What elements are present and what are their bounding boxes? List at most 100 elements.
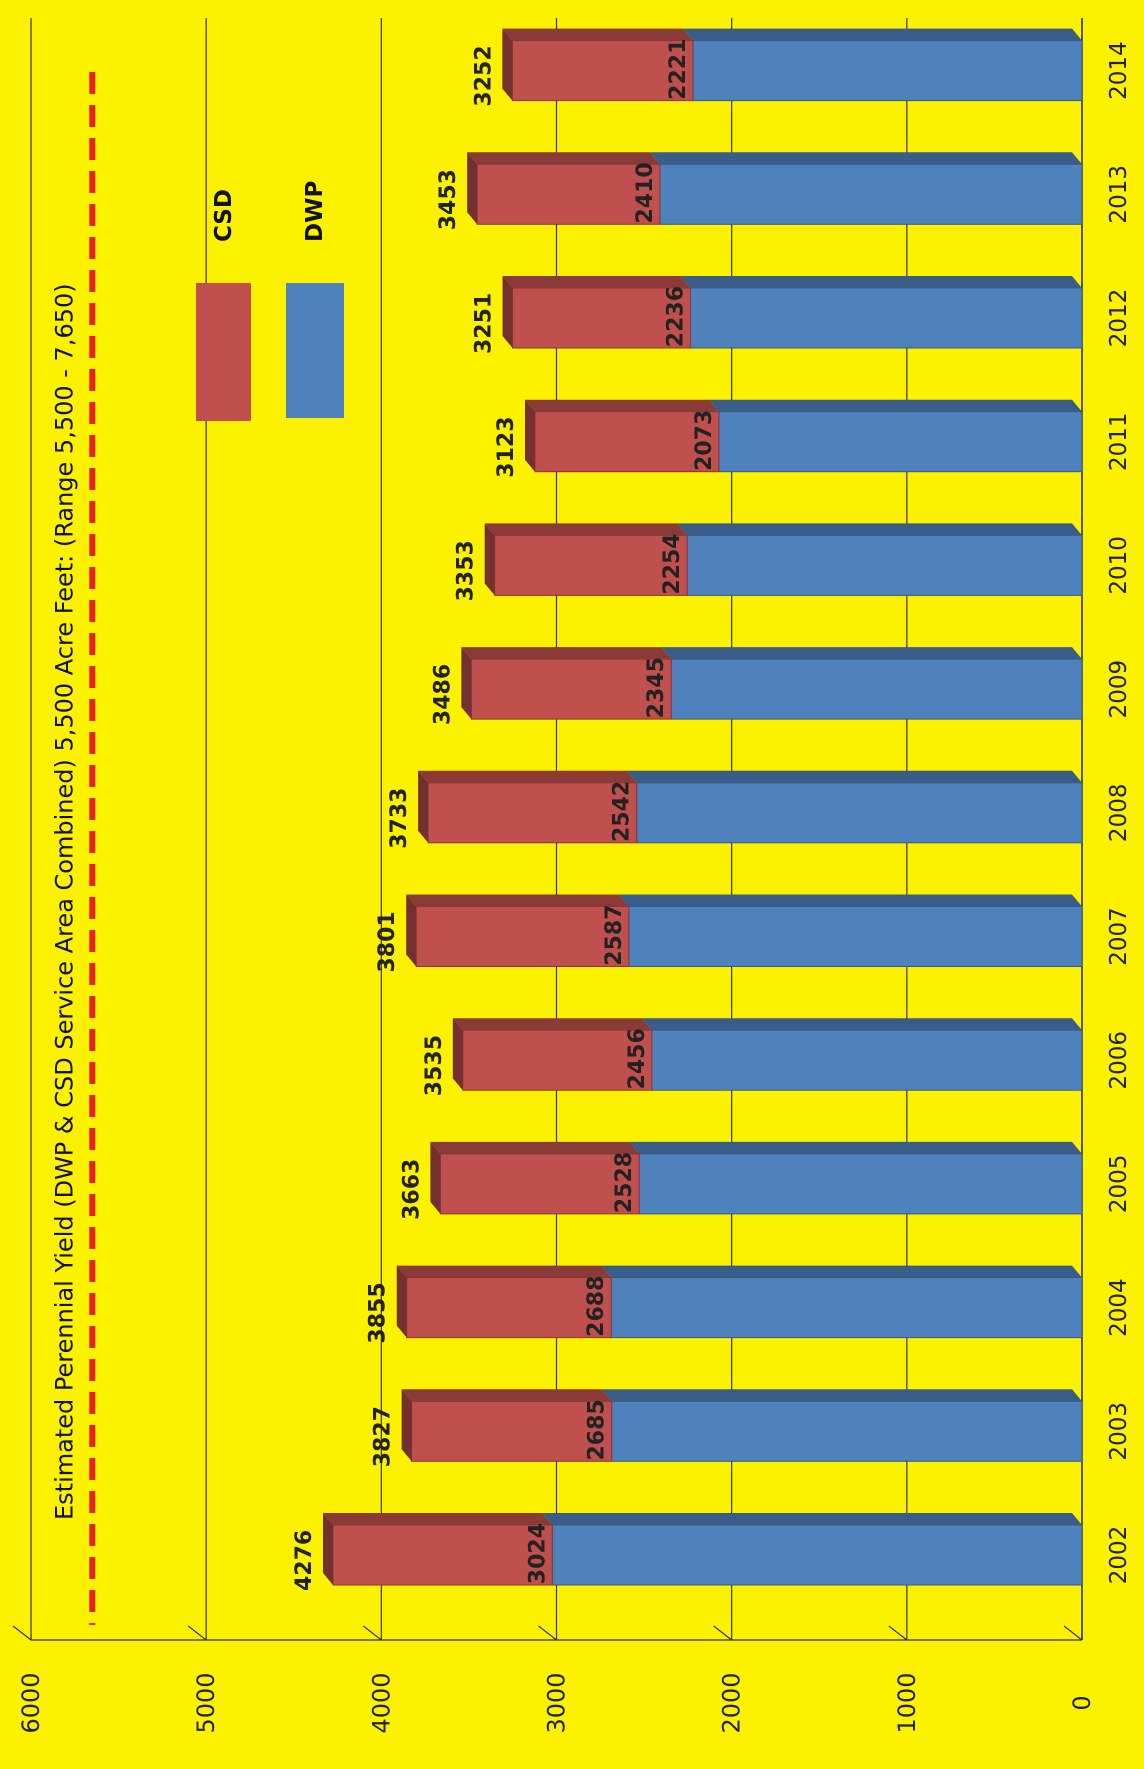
tick-label-1000: 1000 xyxy=(893,1672,921,1733)
bar-dwp-top-2005 xyxy=(629,1141,1082,1154)
bar-cap-2007 xyxy=(406,894,417,967)
tick-label-6000: 6000 xyxy=(17,1672,45,1733)
bar-dwp-top-2013 xyxy=(649,152,1082,165)
axis-ticks: 0 1000 2000 3000 4000 5000 6000 xyxy=(17,1672,1096,1733)
bar-csd-2002 xyxy=(332,1524,553,1586)
tick-label-4000: 4000 xyxy=(367,1672,395,1733)
category-label-2009: 2009 xyxy=(1106,660,1132,719)
bar-csd-2004 xyxy=(406,1277,612,1339)
gridline-depth-1000 xyxy=(888,1625,908,1641)
data-label-total-2005: 3663 xyxy=(399,1159,424,1220)
bar-dwp-2004 xyxy=(610,1277,1083,1339)
bar-csd-2003 xyxy=(411,1400,613,1462)
category-label-2003: 2003 xyxy=(1106,1402,1132,1461)
data-label-dwp-2003: 2685 xyxy=(585,1399,610,1460)
gridline-depth-6000 xyxy=(12,1625,32,1641)
bar-csd-top-2004 xyxy=(396,1265,612,1278)
bar-csd-top-2013 xyxy=(467,152,660,165)
data-label-total-2014: 3252 xyxy=(471,45,496,106)
data-label-total-2009: 3486 xyxy=(430,664,455,725)
bar-dwp-2007 xyxy=(628,906,1083,967)
bar-dwp-top-2007 xyxy=(618,894,1082,907)
bar-dwp-top-2011 xyxy=(708,399,1082,412)
bar-dwp-2014 xyxy=(692,40,1083,102)
category-label-2012: 2012 xyxy=(1106,289,1132,348)
bar-dwp-top-2010 xyxy=(677,523,1082,536)
category-label-2007: 2007 xyxy=(1106,907,1132,966)
bar-csd-top-2010 xyxy=(484,523,688,536)
bar-cap-2012 xyxy=(502,276,513,348)
bar-cap-2004 xyxy=(396,1265,407,1338)
category-label-2014: 2014 xyxy=(1106,41,1132,100)
bar-csd-top-2014 xyxy=(502,28,693,41)
category-label-2006: 2006 xyxy=(1106,1031,1132,1090)
bar-dwp-2013 xyxy=(659,163,1083,225)
bar-cap-2013 xyxy=(467,152,478,225)
data-label-total-2006: 3535 xyxy=(422,1035,447,1096)
bar-csd-2007 xyxy=(415,906,630,967)
gridline-depth-5000 xyxy=(187,1625,207,1641)
legend-label-csd: CSD xyxy=(211,189,237,242)
category-label-2002: 2002 xyxy=(1106,1526,1132,1585)
bar-cap-2010 xyxy=(484,523,495,596)
bar-dwp-2002 xyxy=(551,1524,1083,1586)
bar-csd-top-2005 xyxy=(430,1141,640,1154)
data-label-dwp-2011: 2073 xyxy=(692,410,717,471)
bar-dwp-top-2002 xyxy=(542,1513,1082,1525)
reference-line-label: Estimated Perennial Yield (DWP & CSD Ser… xyxy=(50,283,78,1520)
bar-cap-2008 xyxy=(418,770,429,843)
data-label-total-2004: 3855 xyxy=(366,1282,391,1343)
bar-dwp-top-2008 xyxy=(626,770,1082,783)
data-label-dwp-2002: 3024 xyxy=(525,1523,550,1584)
bar-csd-2012 xyxy=(512,287,691,349)
bar-csd-2010 xyxy=(494,534,688,596)
legend-swatch-dwp xyxy=(286,283,344,418)
data-label-total-2012: 3251 xyxy=(472,293,497,354)
data-label-total-2011: 3123 xyxy=(494,416,519,477)
bar-dwp-top-2003 xyxy=(601,1389,1082,1402)
bar-csd-top-2002 xyxy=(322,1513,553,1525)
bar-csd-top-2008 xyxy=(418,770,637,783)
data-labels: 4276 3024 3827 2685 3855 2688 3663 2528 3535 2456… xyxy=(292,39,717,1591)
bar-cap-2011 xyxy=(524,399,535,472)
category-label-2004: 2004 xyxy=(1106,1278,1132,1337)
category-labels: 2002 2003 2004 2005 2006 2007 2008 2009 2010 2011… xyxy=(1106,41,1132,1584)
tick-label-3000: 3000 xyxy=(543,1672,571,1733)
bar-csd-top-2006 xyxy=(452,1018,652,1031)
tick-label-5000: 5000 xyxy=(192,1672,220,1733)
data-label-dwp-2007: 2587 xyxy=(602,905,627,966)
legend-swatch-csd xyxy=(196,283,251,421)
category-label-2008: 2008 xyxy=(1106,784,1132,843)
data-label-total-2008: 3733 xyxy=(387,788,412,849)
data-label-total-2002: 4276 xyxy=(292,1530,317,1591)
bar-csd-top-2003 xyxy=(401,1389,612,1402)
data-label-total-2003: 3827 xyxy=(371,1406,396,1467)
bar-csd-2006 xyxy=(462,1029,653,1091)
bar-cap-2002 xyxy=(322,1513,333,1585)
bar-csd-top-2009 xyxy=(461,647,672,660)
category-label-2013: 2013 xyxy=(1106,165,1132,224)
gridline-depth-3000 xyxy=(538,1625,557,1641)
data-label-dwp-2005: 2528 xyxy=(612,1152,637,1213)
bars xyxy=(322,28,1083,1586)
bar-cap-2003 xyxy=(401,1389,412,1462)
bar-csd-2009 xyxy=(470,658,672,720)
bar-dwp-top-2004 xyxy=(601,1265,1082,1278)
data-label-total-2013: 3453 xyxy=(436,169,461,230)
gridline-depth-2000 xyxy=(713,1625,733,1641)
bar-dwp-2008 xyxy=(636,782,1083,844)
data-label-total-2010: 3353 xyxy=(454,540,479,601)
legend: CSD DWP xyxy=(196,181,344,421)
data-label-dwp-2009: 2345 xyxy=(644,657,669,718)
data-label-dwp-2014: 2221 xyxy=(666,39,691,100)
data-label-dwp-2008: 2542 xyxy=(610,781,635,842)
data-label-dwp-2004: 2688 xyxy=(584,1276,609,1337)
gridline-depth-4000 xyxy=(362,1625,382,1641)
bar-csd-2011 xyxy=(534,411,720,473)
bar-cap-2014 xyxy=(502,28,513,101)
legend-label-dwp: DWP xyxy=(302,181,328,242)
data-label-dwp-2010: 2254 xyxy=(660,533,685,594)
bar-dwp-top-2014 xyxy=(682,28,1082,41)
